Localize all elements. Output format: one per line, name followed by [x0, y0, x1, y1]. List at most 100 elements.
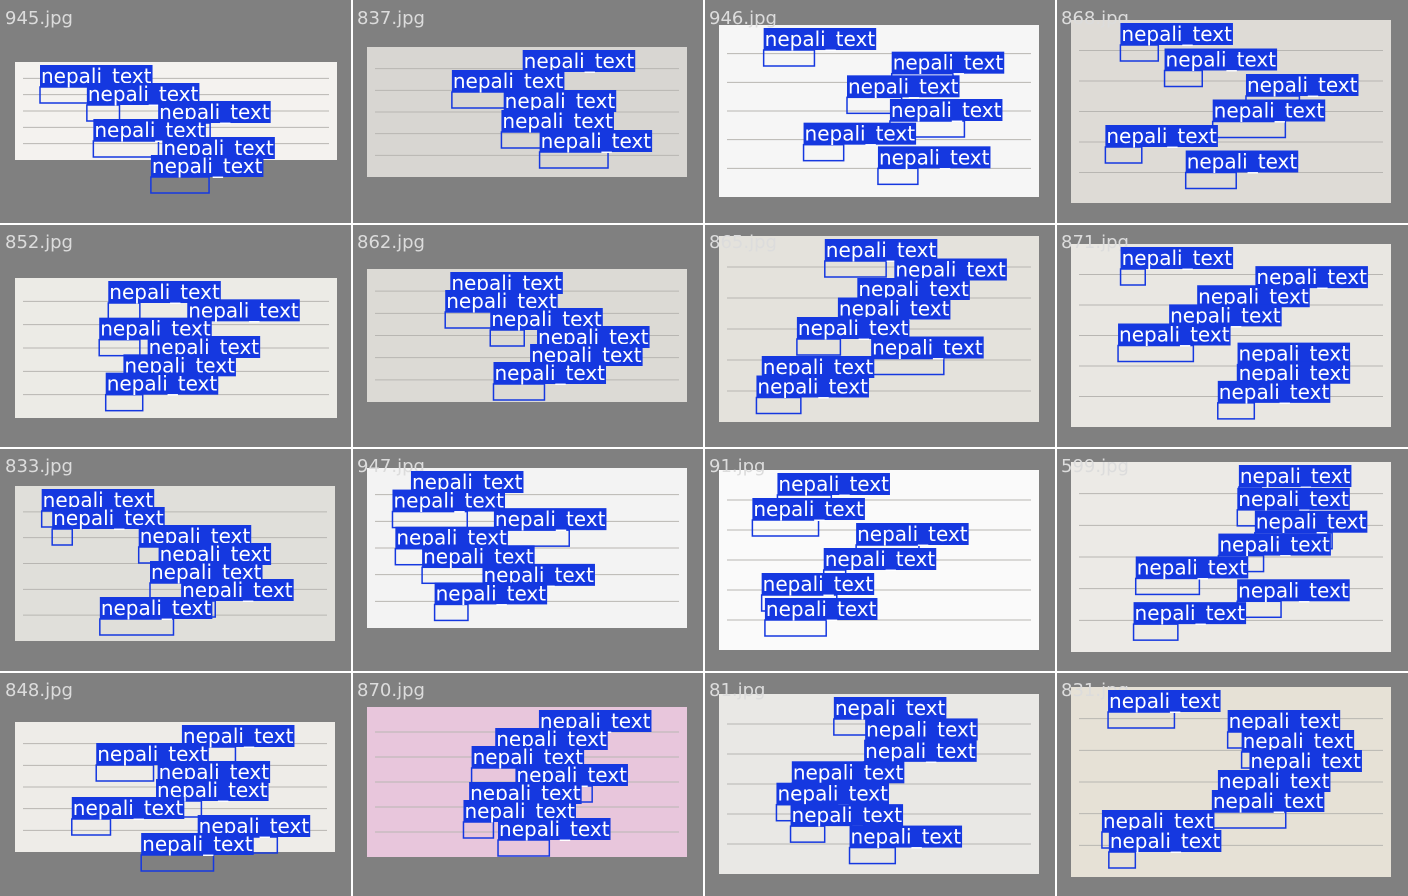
box-label: nepali_text — [765, 27, 876, 51]
label-background — [1238, 465, 1352, 487]
bounding-box — [802, 143, 845, 162]
label-background — [52, 507, 165, 529]
label-background — [123, 354, 236, 377]
box-label: nepali_text — [1110, 829, 1221, 853]
box-label: nepali_text — [1119, 323, 1230, 347]
label-background — [1241, 730, 1355, 752]
label-background — [1197, 285, 1310, 308]
box-label: nepali_text — [1219, 380, 1330, 404]
box-label: nepali_text — [73, 796, 184, 820]
label-background — [1237, 342, 1351, 365]
box-label: nepali_text — [541, 129, 652, 153]
label-background — [833, 697, 947, 719]
box-label: nepali_text — [825, 547, 936, 571]
label-background — [1237, 487, 1350, 510]
tile: 947.jpgnepali_textnepali_textnepali_text… — [357, 456, 687, 628]
label-background — [761, 573, 875, 595]
label-background — [1217, 380, 1331, 403]
label-background — [490, 308, 603, 330]
label-background — [752, 498, 865, 520]
tile: 870.jpgnepali_textnepali_textnepali_text… — [357, 680, 687, 857]
label-background — [791, 761, 905, 784]
box-label: nepali_text — [1243, 729, 1354, 753]
label-background — [93, 119, 206, 141]
box-label: nepali_text — [763, 572, 874, 596]
box-label: nepali_text — [1109, 689, 1220, 713]
box-label: nepali_text — [1121, 22, 1232, 46]
box-label: nepali_text — [142, 832, 253, 856]
box-label: nepali_text — [848, 74, 959, 98]
label-background — [1164, 48, 1278, 71]
filename: 837.jpg — [357, 8, 425, 29]
box-label: nepali_text — [505, 89, 616, 113]
label-background — [181, 579, 294, 601]
label-background — [1237, 579, 1350, 602]
box-label: nepali_text — [866, 717, 977, 741]
label-background — [187, 299, 300, 322]
label-background — [1212, 99, 1326, 122]
label-background — [162, 137, 275, 159]
label-background — [503, 90, 617, 112]
tile: 865.jpg nepali_textnepali_textnepali_text… — [709, 232, 1039, 422]
label-background — [877, 146, 991, 169]
tile: 868.jpgnepali_textnepali_textnepali_text… — [1061, 8, 1391, 203]
label-background — [1120, 247, 1234, 269]
label-background — [181, 725, 295, 747]
label-background — [824, 239, 938, 261]
box-label: nepali_text — [1247, 73, 1358, 97]
filename: 81.jpg — [709, 680, 765, 701]
box-label: nepali_text — [1214, 99, 1325, 123]
label-background — [445, 290, 558, 312]
box-label: nepali_text — [1240, 464, 1351, 488]
filename: 945.jpg — [5, 8, 73, 29]
box-label: nepali_text — [1198, 284, 1309, 308]
box-label: nepali_text — [499, 817, 610, 841]
box-label: nepali_text — [1170, 303, 1281, 327]
label-background — [71, 797, 185, 819]
label-background — [530, 344, 643, 366]
label-background — [849, 825, 963, 848]
label-background — [1101, 810, 1215, 832]
filename: 871.jpg — [1061, 232, 1129, 253]
label-background — [138, 525, 252, 547]
box-label: nepali_text — [1137, 555, 1248, 579]
label-background — [776, 782, 889, 805]
label-background — [96, 743, 209, 765]
label-background — [1105, 125, 1218, 147]
box-label: nepali_text — [1187, 150, 1298, 174]
label-background — [158, 543, 272, 565]
label-background — [1185, 150, 1299, 173]
box-label: nepali_text — [1103, 809, 1214, 833]
tile: 852.jpgnepali_textnepali_textnepali_text… — [5, 232, 337, 418]
box-label: nepali_text — [393, 489, 504, 513]
label-background — [410, 471, 524, 493]
box-label: nepali_text — [107, 372, 218, 396]
label-background — [538, 710, 652, 732]
filename: 833.jpg — [5, 456, 73, 477]
label-background — [891, 51, 1005, 74]
label-background — [761, 356, 875, 378]
label-background — [422, 545, 535, 568]
box-label: nepali_text — [1238, 578, 1349, 602]
label-background — [395, 526, 508, 549]
label-background — [1249, 750, 1362, 772]
label-background — [1133, 602, 1247, 625]
label-background — [764, 598, 878, 620]
label-background — [150, 561, 263, 583]
box-label: nepali_text — [763, 355, 874, 379]
label-background — [1245, 74, 1359, 96]
label-background — [856, 523, 969, 545]
box-label: nepali_text — [753, 497, 864, 521]
box-label: nepali_text — [839, 297, 950, 321]
label-background — [756, 375, 869, 398]
filename: 865.jpg — [709, 232, 777, 253]
box-label: nepali_text — [152, 154, 263, 178]
box-label: nepali_text — [436, 581, 547, 605]
label-background — [894, 258, 1007, 281]
label-background — [156, 779, 269, 801]
box-label: nepali_text — [891, 98, 1002, 122]
label-background — [501, 110, 614, 132]
label-background — [1227, 710, 1341, 732]
label-background — [537, 326, 650, 348]
